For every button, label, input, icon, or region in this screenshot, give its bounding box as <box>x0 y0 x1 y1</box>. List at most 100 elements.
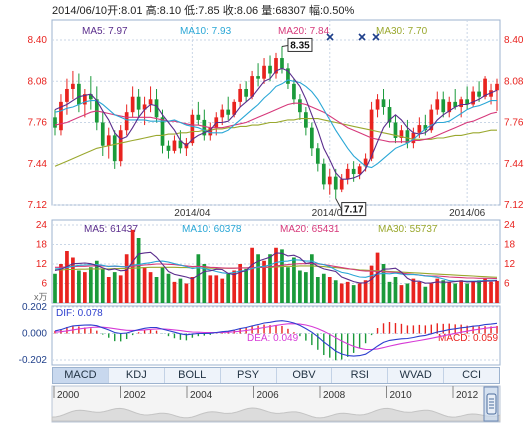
timeline-drag-handle-icon[interactable] <box>486 393 497 415</box>
volume-bar <box>160 267 165 303</box>
price-y-tick-left: 7.76 <box>28 118 48 129</box>
volume-bar <box>339 283 344 303</box>
legend-dif: DIF: 0.078 <box>56 308 103 319</box>
candle-body <box>483 78 487 97</box>
volume-bar <box>136 238 141 303</box>
candle-body <box>417 125 422 133</box>
price-y-tick-right: 7.76 <box>504 118 524 129</box>
volume-bar <box>106 277 111 303</box>
candle-body <box>351 168 356 175</box>
volume-bar <box>459 280 464 303</box>
candle-body <box>232 101 237 115</box>
candle-body <box>304 112 308 128</box>
price-ma5-line <box>54 67 498 180</box>
candle-body <box>65 88 69 102</box>
candle-body <box>298 99 302 113</box>
volume-bar <box>393 277 398 303</box>
annotation-label: 8.35 <box>290 40 310 51</box>
tab-wvad[interactable]: WVAD <box>388 368 445 383</box>
legend-ma5: MA5: 7.97 <box>82 26 128 37</box>
candle-body <box>423 125 428 131</box>
volume-bar <box>429 283 434 303</box>
event-marker-icon <box>358 33 366 41</box>
volume-bar <box>345 281 350 303</box>
volume-bar <box>220 278 225 303</box>
tab-boll[interactable]: BOLL <box>165 368 221 383</box>
tab-rsi[interactable]: RSI <box>332 368 389 383</box>
timeline-year: 2006 <box>257 390 280 401</box>
candle-body <box>292 83 296 100</box>
close-value: 8.06 <box>236 5 259 17</box>
volume-y-tick-left: 18 <box>36 240 48 251</box>
price-y-tick-right: 7.12 <box>504 200 524 211</box>
candle-body <box>196 114 201 120</box>
volume-bar <box>196 254 201 303</box>
candle-body <box>363 158 368 167</box>
candle-body <box>190 114 195 144</box>
candle-body <box>83 94 87 105</box>
legend-ma10: MA10: 60378 <box>182 224 242 235</box>
volume-bar <box>435 278 440 303</box>
volume-bar <box>190 277 195 303</box>
tab-cci[interactable]: CCI <box>462 369 482 381</box>
timeline-navigator[interactable]: 2000 2002 2004 2006 2008 2010 2012 <box>51 385 501 423</box>
volume-bar <box>184 283 189 303</box>
volume-y-tick-right: 18 <box>504 240 516 251</box>
candle-body <box>429 109 434 131</box>
candle-body <box>136 96 141 110</box>
volume-bar <box>357 283 362 303</box>
annotation-pointer <box>281 44 289 47</box>
candle-body <box>489 90 493 97</box>
tab-obv[interactable]: OBV <box>277 368 333 383</box>
candle-body <box>375 99 380 110</box>
volume-bar <box>280 249 284 303</box>
candle-body <box>321 163 326 185</box>
candle-body <box>118 130 123 162</box>
volume-bar <box>309 254 314 303</box>
volume-bar <box>118 275 123 303</box>
volume-bar <box>387 281 392 303</box>
volume-bar <box>369 265 374 303</box>
price-y-tick-right: 7.44 <box>504 159 524 170</box>
volume-ma10-line <box>54 259 497 282</box>
volume-bar <box>148 272 153 303</box>
candle-body <box>333 176 338 190</box>
volume-bar <box>53 273 57 303</box>
volume-bar <box>94 260 99 303</box>
candle-body <box>465 99 469 105</box>
candle-body <box>315 148 320 164</box>
volume-y-tick-right: 6 <box>504 279 510 290</box>
volume-bar <box>232 270 237 303</box>
event-marker-icon <box>372 33 380 41</box>
candle-body <box>106 135 111 146</box>
tab-psy[interactable]: PSY <box>221 368 277 383</box>
volume-bar <box>238 264 243 303</box>
candle-body <box>280 58 284 69</box>
legend-ma20: MA20: 65431 <box>280 224 340 235</box>
candle-body <box>393 122 398 138</box>
legend-ma10: MA10: 7.93 <box>180 26 232 37</box>
macd-y-tick: -0.202 <box>19 355 48 366</box>
volume-bar <box>298 270 302 303</box>
volume-bar <box>166 273 171 303</box>
volume-bar <box>315 277 320 303</box>
candle-body <box>244 88 248 97</box>
candle-body <box>220 109 225 118</box>
volume-bar <box>441 280 446 303</box>
candle-body <box>77 83 81 105</box>
candle-body <box>250 76 254 97</box>
volume-bar <box>483 278 487 303</box>
candle-body <box>459 99 464 108</box>
high-value: 8.10 <box>159 5 182 17</box>
volume-bar <box>465 283 469 303</box>
candle-body <box>286 68 290 84</box>
tab-kdj[interactable]: KDJ <box>109 368 165 383</box>
quote-header: 2014/06/10开:8.01 高:8.10 低:7.85 收:8.06 量:… <box>52 2 354 18</box>
macd-y-tick: 0.000 <box>22 329 47 340</box>
price-y-tick-right: 8.40 <box>504 35 524 46</box>
candle-body <box>274 58 278 74</box>
tab-macd[interactable]: MACD <box>53 368 109 383</box>
price-ma10-line <box>54 79 497 169</box>
candle-body <box>53 117 57 128</box>
